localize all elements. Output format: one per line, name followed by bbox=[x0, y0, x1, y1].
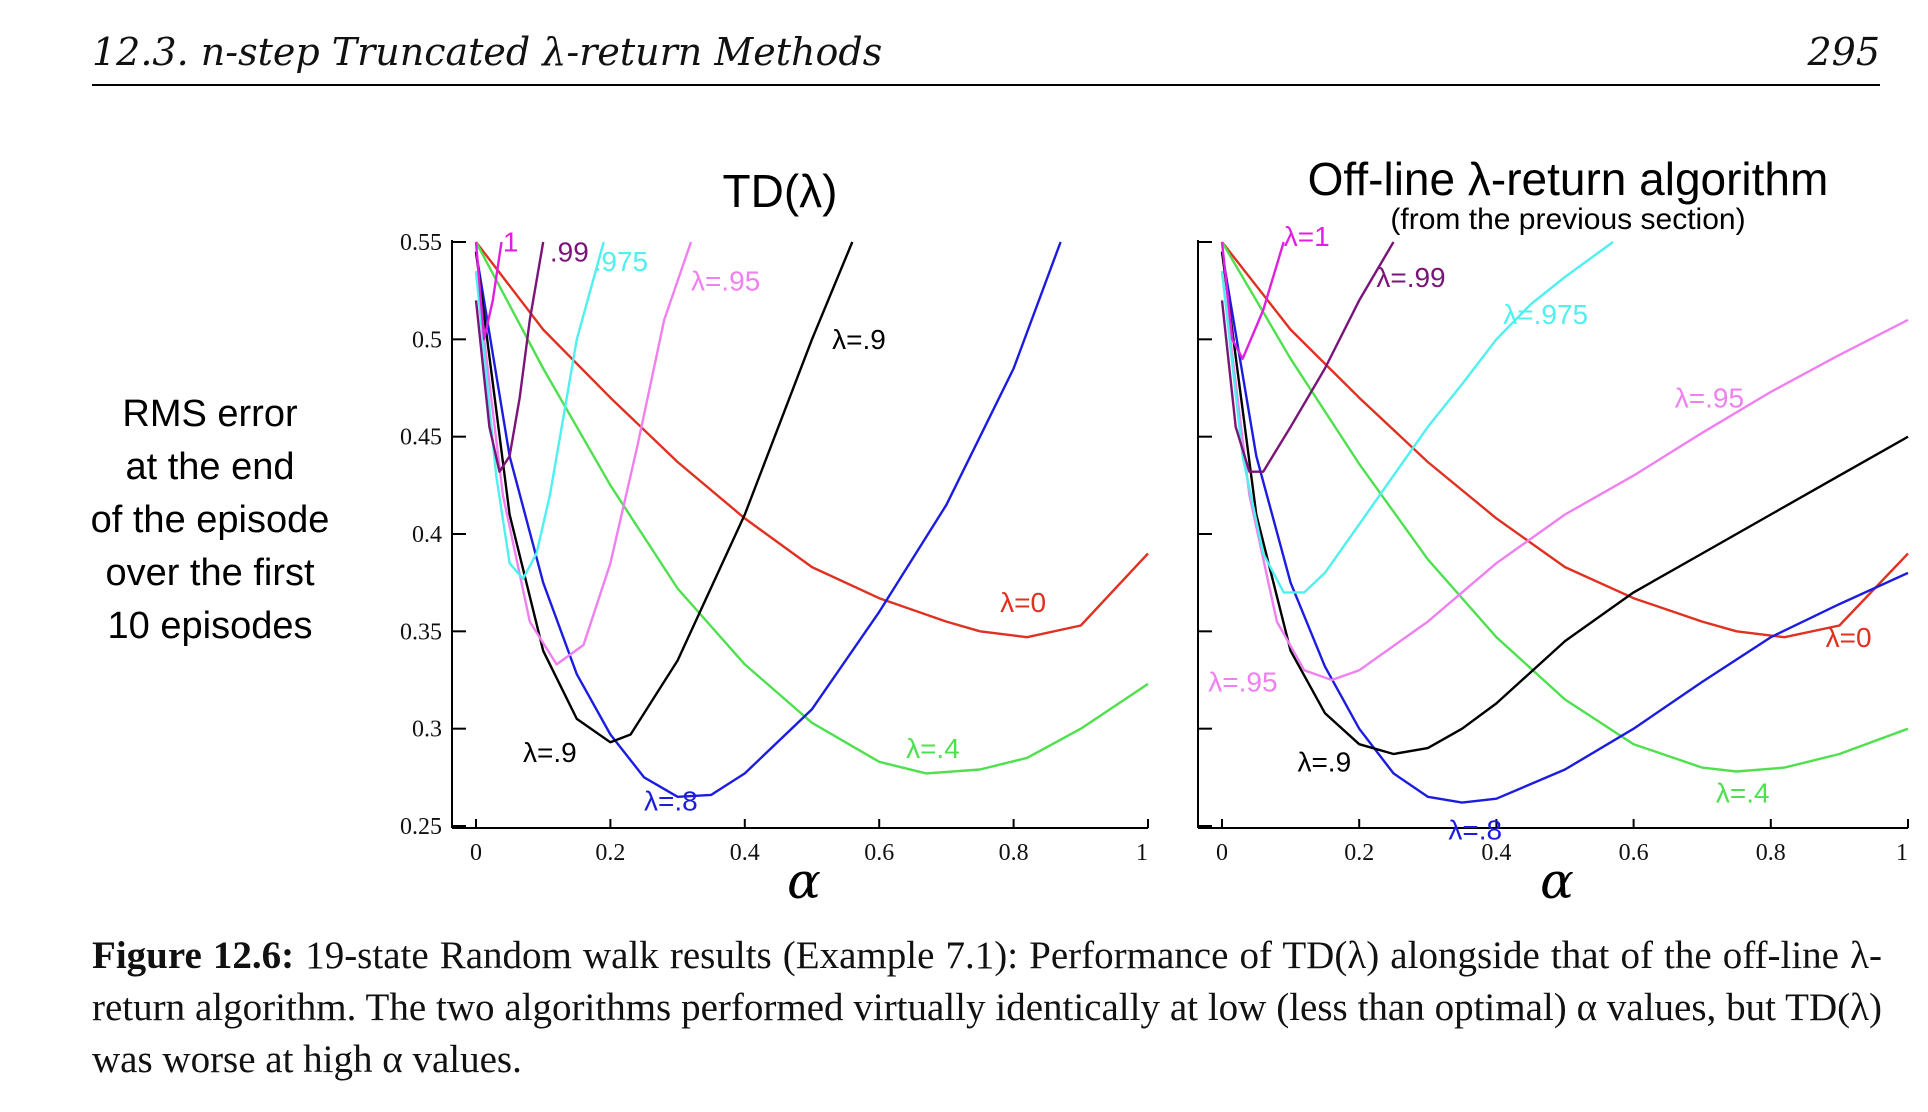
y-axis-label: RMS error at the end of the episode over… bbox=[50, 388, 370, 653]
series-line bbox=[1220, 241, 1614, 594]
series-label: λ=.95 bbox=[691, 266, 760, 297]
series-label: λ=0 bbox=[1000, 587, 1046, 618]
y-axis-label-line: RMS error bbox=[122, 393, 298, 435]
x-tick-label: 1 bbox=[1896, 840, 1908, 866]
series-line bbox=[474, 241, 693, 666]
x-tick-label: 0.4 bbox=[730, 840, 760, 866]
y-axis-label-line: over the first bbox=[105, 552, 315, 594]
series-line bbox=[474, 241, 1149, 775]
y-axis-label-line: of the episode bbox=[90, 499, 330, 541]
series-line bbox=[1220, 241, 1395, 473]
caption-label: Figure 12.6: bbox=[92, 934, 295, 977]
x-tick-label: 0.8 bbox=[999, 840, 1029, 866]
page-header: 12.3. n-step Truncated λ-return Methods … bbox=[92, 26, 1880, 86]
series-line bbox=[1221, 241, 1909, 639]
chart-title: TD(λ) bbox=[723, 165, 838, 217]
chart-subtitle: (from the previous section) bbox=[1390, 203, 1745, 236]
series-label: λ=.9 bbox=[832, 324, 886, 355]
series-label: λ=.9 bbox=[523, 737, 577, 768]
x-tick-label: 0.6 bbox=[1619, 840, 1649, 866]
series-line bbox=[474, 241, 545, 473]
x-tick-label: 0.4 bbox=[1481, 840, 1511, 866]
series-label: λ=.8 bbox=[1448, 815, 1502, 846]
y-tick-label: 0.55 bbox=[400, 230, 442, 256]
series-label: .975 bbox=[594, 246, 649, 277]
chart-title: Off-line λ-return algorithm bbox=[1308, 153, 1829, 205]
series-label: λ=0 bbox=[1826, 622, 1872, 653]
x-tick-label: 1 bbox=[1136, 840, 1148, 866]
series-line bbox=[474, 241, 605, 580]
y-tick-label: 0.4 bbox=[412, 522, 442, 548]
series-label: 1 bbox=[503, 227, 519, 258]
section-title: 12.3. n-step Truncated λ-return Methods bbox=[92, 30, 883, 74]
series-line bbox=[1220, 251, 1909, 804]
x-tick-label: 0 bbox=[1216, 840, 1228, 866]
y-tick-label: 0.45 bbox=[400, 425, 442, 451]
x-tick-label: 0.8 bbox=[1756, 840, 1786, 866]
series-label: λ=.9 bbox=[1297, 746, 1351, 777]
series-line bbox=[1220, 251, 1909, 756]
series-label: λ=.8 bbox=[644, 785, 698, 816]
series-label: .99 bbox=[550, 236, 589, 267]
series-group bbox=[1220, 241, 1909, 804]
series-group bbox=[474, 241, 1149, 798]
chart-offline-lambda-return: 0 0.2 0.4 0.6 0.8 1 λ=0 λ=.4 λ=.8 λ=.9 λ=.95 λ=.95 λ… bbox=[1197, 153, 1909, 910]
x-tick-label: 0.2 bbox=[1344, 840, 1374, 866]
series-line bbox=[474, 241, 503, 341]
series-line bbox=[475, 241, 1149, 639]
x-tick-label: 0.2 bbox=[595, 840, 625, 866]
series-line bbox=[1220, 271, 1909, 682]
x-tick-label: 0.6 bbox=[864, 840, 894, 866]
series-line bbox=[474, 241, 1062, 798]
series-label: λ=.95 bbox=[1675, 382, 1744, 413]
series-label: λ=.4 bbox=[906, 733, 960, 764]
charts-figure: 0 0.2 0.4 0.6 0.8 1 0.25 0.3 0.35 0.4 0.45 0.5 0.55 λ… bbox=[400, 153, 1909, 910]
series-line bbox=[1220, 241, 1285, 360]
y-tick-label: 0.3 bbox=[412, 717, 442, 743]
series-line bbox=[474, 241, 854, 744]
series-label: λ=.99 bbox=[1376, 262, 1445, 293]
series-label: λ=.95 bbox=[1208, 667, 1277, 698]
y-tick-label: 0.25 bbox=[400, 814, 442, 840]
y-axis-label-line: at the end bbox=[125, 446, 295, 488]
caption-text: 19-state Random walk results (Example 7.… bbox=[92, 934, 1882, 1081]
series-label: λ=1 bbox=[1284, 221, 1330, 252]
chart-td-lambda: 0 0.2 0.4 0.6 0.8 1 0.25 0.3 0.35 0.4 0.45 0.5 0.55 λ… bbox=[400, 165, 1149, 910]
x-axis-label: α bbox=[1540, 852, 1574, 910]
series-line bbox=[1220, 241, 1909, 773]
series-label: λ=.4 bbox=[1716, 778, 1770, 809]
y-tick-label: 0.35 bbox=[400, 619, 442, 645]
x-axis-label: α bbox=[787, 852, 821, 910]
page-number: 295 bbox=[1807, 30, 1880, 74]
y-axis-label-line: 10 episodes bbox=[107, 605, 313, 647]
x-tick-label: 0 bbox=[470, 840, 482, 866]
figure-caption: Figure 12.6: 19-state Random walk result… bbox=[92, 930, 1882, 1086]
series-label: λ=.975 bbox=[1503, 299, 1588, 330]
y-tick-label: 0.5 bbox=[412, 327, 442, 353]
